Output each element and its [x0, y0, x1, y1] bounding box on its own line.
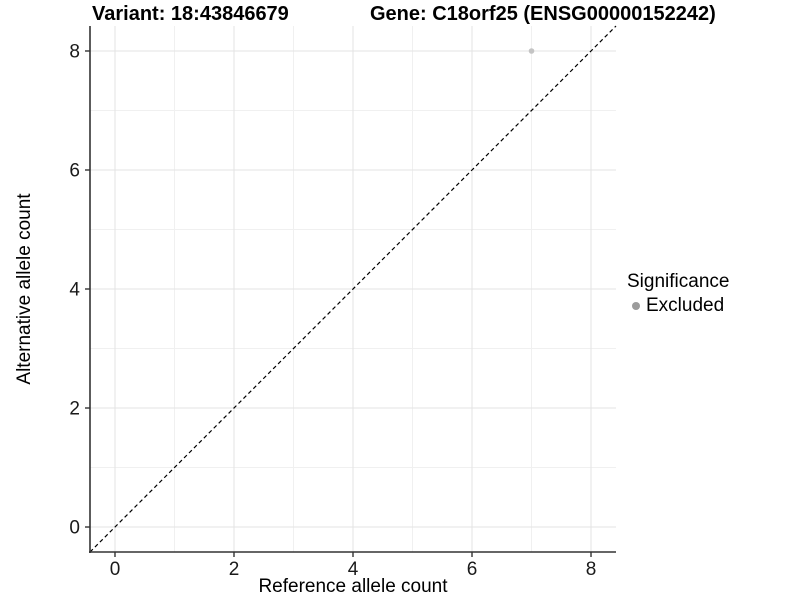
variant-title: Variant: 18:43846679: [92, 3, 289, 25]
legend-key-dot: [632, 302, 640, 310]
y-tick-label: 8: [69, 41, 80, 62]
y-axis-label: Alternative allele count: [14, 193, 35, 385]
y-tick-label: 6: [69, 160, 80, 181]
gene-title: Gene: C18orf25 (ENSG00000152242): [370, 3, 716, 25]
x-axis-label: Reference allele count: [258, 576, 448, 597]
data-point-excluded: [528, 48, 535, 54]
legend-item-excluded: Excluded: [627, 295, 729, 317]
y-tick-label: 0: [69, 518, 80, 539]
legend: Significance Excluded: [627, 271, 729, 317]
legend-title: Significance: [627, 271, 730, 292]
legend-item-label: Excluded: [646, 295, 725, 316]
identity-line: [89, 25, 617, 553]
x-tick-label: 6: [467, 559, 478, 580]
y-tick-label: 2: [69, 399, 80, 420]
x-tick-label: 0: [110, 559, 121, 580]
x-tick-label: 4: [348, 559, 359, 580]
x-tick-label: 2: [229, 559, 240, 580]
y-tick-label: 4: [69, 280, 80, 301]
x-tick-label: 8: [586, 559, 597, 580]
